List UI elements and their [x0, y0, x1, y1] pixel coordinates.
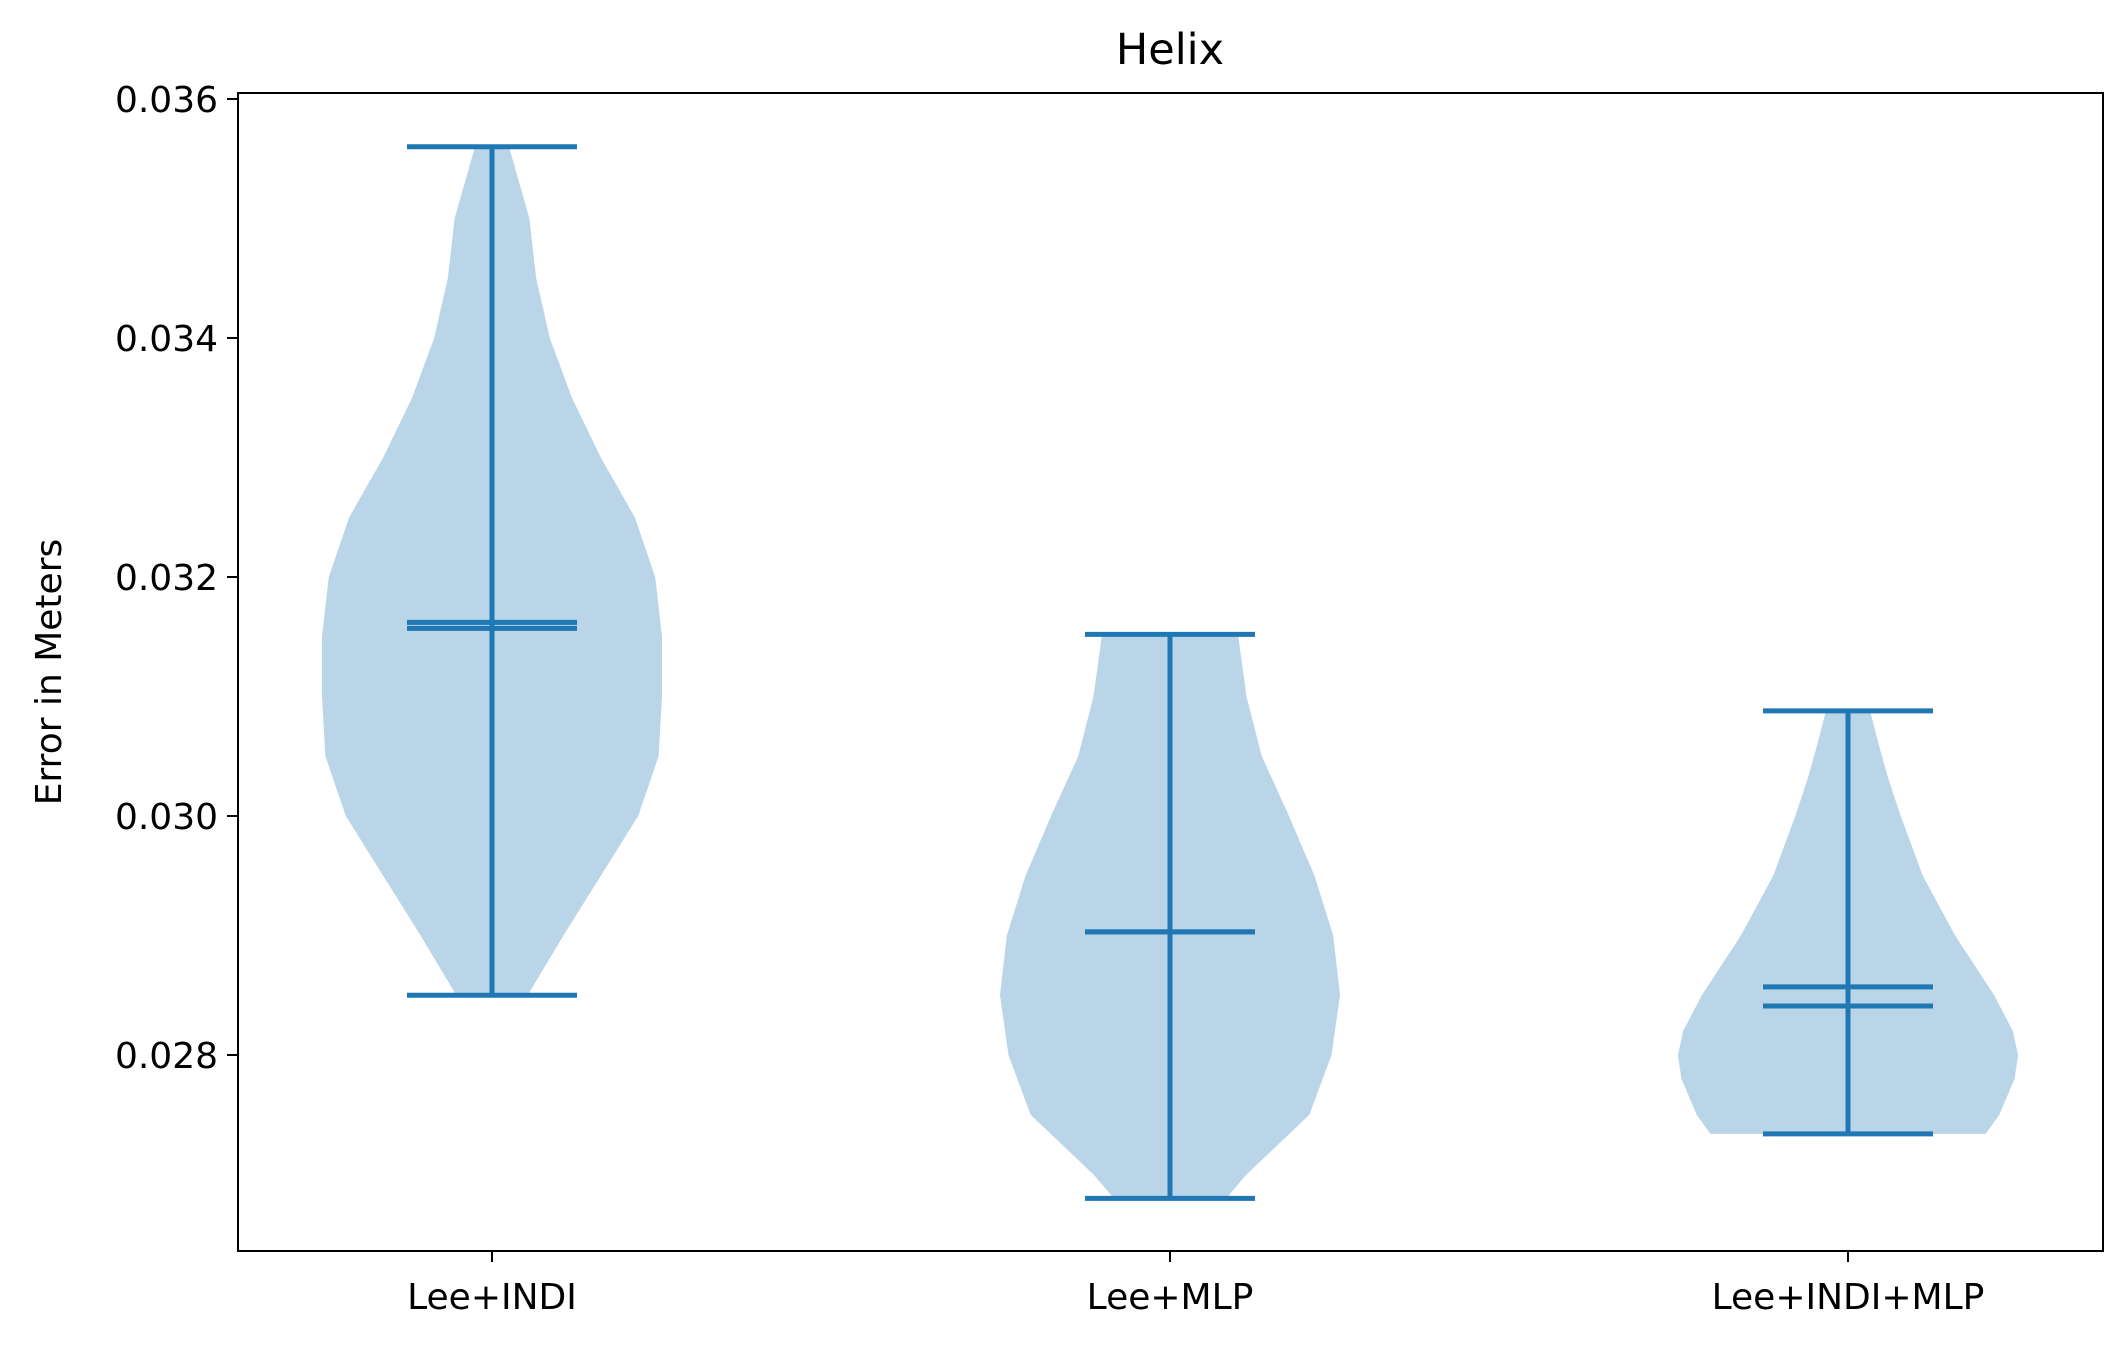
y-tick-label: 0.028 [115, 1036, 218, 1077]
x-axis: Lee+INDI Lee+MLP Lee+INDI+MLP [407, 1251, 1984, 1318]
violin-lines [407, 144, 1933, 1201]
y-axis: 0.028 0.030 0.032 0.034 0.036 [115, 80, 238, 1077]
y-tick-label: 0.032 [115, 558, 218, 599]
y-axis-label: Error in Meters [29, 539, 70, 805]
chart-title: Helix [1116, 25, 1224, 75]
y-tick-label: 0.036 [115, 80, 218, 121]
x-tick-label: Lee+INDI+MLP [1712, 1277, 1985, 1318]
x-tick-label: Lee+MLP [1087, 1277, 1254, 1318]
x-tick-label: Lee+INDI [407, 1277, 577, 1318]
y-tick-label: 0.034 [115, 319, 218, 360]
y-tick-label: 0.030 [115, 797, 218, 838]
